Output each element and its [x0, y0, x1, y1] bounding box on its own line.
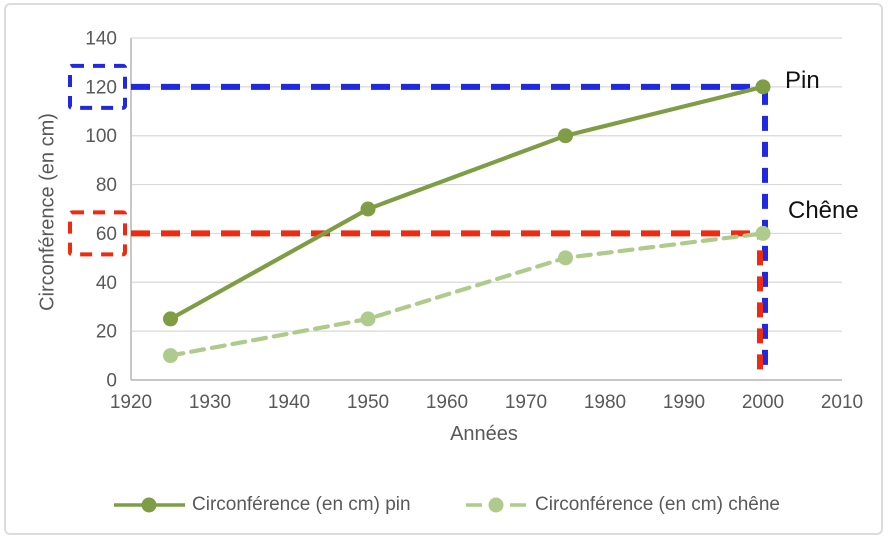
pin-data-point — [163, 311, 178, 327]
x-tick-label: 2000 — [742, 392, 784, 413]
pin-data-point — [360, 201, 376, 217]
x-axis-title: Années — [450, 423, 518, 445]
pin-series-line — [168, 84, 766, 322]
chene-series-annotation: Chêne — [788, 197, 859, 224]
y-tick-label: 0 — [106, 371, 117, 392]
chene-data-point — [163, 348, 178, 364]
x-tick-label: 1940 — [268, 392, 310, 413]
pin-data-point — [755, 79, 771, 95]
legend-label-pin: Circonférence (en cm) pin — [192, 494, 411, 515]
y-tick-label: 40 — [96, 273, 117, 294]
y-tick-label: 80 — [96, 175, 117, 196]
legend-item-pin: Circonférence (en cm) pin — [113, 494, 411, 516]
chene-legend-swatch-icon — [466, 497, 526, 513]
plot-area: 0 20 40 60 80 100 120 140 1920 1930 1940 1950 1960 19… — [68, 29, 863, 413]
pin-legend-swatch-icon — [114, 497, 185, 513]
y-tick-label: 60 — [96, 224, 117, 245]
y-tick-label: 20 — [96, 322, 117, 343]
x-tick-label: 2010 — [821, 392, 863, 413]
pin-data-point — [558, 128, 573, 144]
legend-label-chene: Circonférence (en cm) chêne — [535, 494, 780, 515]
boxed-tick-120 — [68, 63, 127, 110]
x-tick-label: 1990 — [663, 392, 705, 413]
chene-data-point — [755, 225, 771, 241]
x-tick-label: 1950 — [347, 392, 389, 413]
x-tick-label: 1960 — [426, 392, 468, 413]
chene-data-point — [360, 311, 376, 327]
y-tick-label: 120 — [85, 77, 117, 98]
x-tick-label: 1980 — [584, 392, 626, 413]
x-tick-label: 1920 — [110, 392, 152, 413]
legend-item-chene: Circonférence (en cm) chêne — [465, 494, 780, 516]
y-axis-title: Circonférence (en cm) — [36, 113, 59, 311]
chene-data-point — [558, 250, 573, 266]
x-tick-label: 1970 — [505, 392, 547, 413]
chene-series-line — [168, 231, 766, 358]
chart-frame: 0 20 40 60 80 100 120 140 1920 1930 1940 1950 1960 19… — [4, 3, 883, 535]
boxed-tick-60 — [68, 210, 127, 257]
pin-series-annotation: Pin — [785, 67, 820, 94]
y-tick-label: 140 — [85, 29, 117, 50]
y-tick-label: 100 — [85, 126, 117, 147]
x-tick-label: 1930 — [189, 392, 231, 413]
